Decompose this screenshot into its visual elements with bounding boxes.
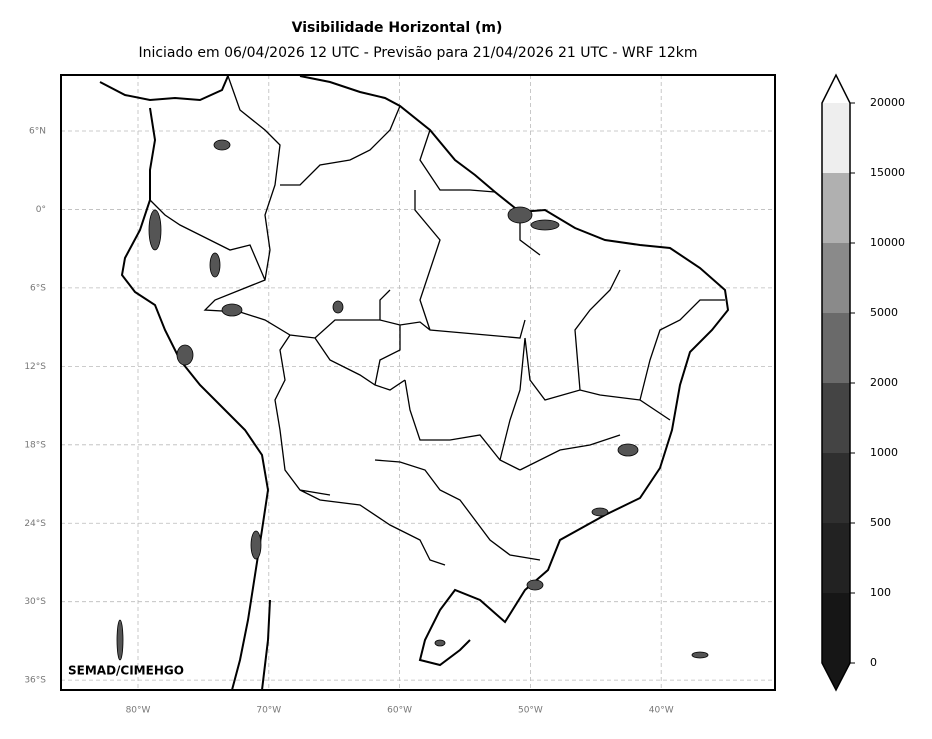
contour xyxy=(526,579,544,591)
contour xyxy=(691,651,709,659)
lat-label: 6°S xyxy=(30,283,46,293)
map-frame xyxy=(60,74,776,691)
subtitle: Iniciado em 06/04/2026 12 UTC - Previsão… xyxy=(138,45,697,61)
lat-label: 24°S xyxy=(24,519,46,529)
contour xyxy=(530,219,560,231)
lat-label: 12°S xyxy=(24,362,46,372)
colorbar-segment xyxy=(822,593,850,663)
credit: SEMAD/CIMEHGO xyxy=(68,664,184,678)
contour xyxy=(221,303,243,317)
title: Visibilidade Horizontal (m) xyxy=(292,20,503,36)
colorbar-label: 5000 xyxy=(870,306,898,319)
visibility-contours xyxy=(116,139,709,661)
colorbar-segment xyxy=(822,523,850,593)
contour xyxy=(507,206,533,224)
lat-label: 0° xyxy=(36,205,46,215)
colorbar-under xyxy=(822,663,850,690)
graticule: 80°W 70°W 60°W 50°W 40°W 6°N 0° 6°S 12°S 18°S 24°S… xyxy=(24,75,775,716)
lon-label: 70°W xyxy=(256,706,281,716)
lon-label: 40°W xyxy=(649,706,674,716)
lat-label: 6°N xyxy=(29,127,46,137)
colorbar-segment xyxy=(822,453,850,523)
lat-label: 30°S xyxy=(24,597,46,607)
contour xyxy=(617,443,639,457)
lon-label: 80°W xyxy=(126,706,151,716)
colorbar-label: 1000 xyxy=(870,446,898,459)
colorbar-segment xyxy=(822,383,850,453)
country-borders xyxy=(149,75,725,566)
colorbar-segment xyxy=(822,243,850,313)
contour xyxy=(176,344,194,366)
colorbar-label: 500 xyxy=(870,516,891,529)
colorbar-label: 0 xyxy=(870,656,877,669)
contour xyxy=(332,300,344,314)
lon-label: 60°W xyxy=(387,706,412,716)
contour xyxy=(250,530,262,560)
colorbar-segment xyxy=(822,173,850,243)
colorbar-over xyxy=(822,75,850,103)
contour xyxy=(116,619,124,661)
lat-label: 18°S xyxy=(24,440,46,450)
contour xyxy=(434,639,446,647)
colorbar-label: 2000 xyxy=(870,376,898,389)
colorbar-label: 100 xyxy=(870,586,891,599)
colorbar-label: 20000 xyxy=(870,96,905,109)
contour xyxy=(591,507,609,517)
colorbar-label: 15000 xyxy=(870,166,905,179)
colorbar-segment xyxy=(822,103,850,173)
contour xyxy=(209,252,221,278)
colorbar: 0 100 500 1000 2000 5000 10000 15000 20000 xyxy=(821,73,905,692)
lat-label: 36°S xyxy=(24,676,46,686)
contour xyxy=(148,209,162,251)
coastline xyxy=(99,75,730,691)
contour xyxy=(213,139,231,151)
map-outlines xyxy=(99,75,730,691)
colorbar-label: 10000 xyxy=(870,236,905,249)
colorbar-segment xyxy=(822,313,850,383)
lon-label: 50°W xyxy=(518,706,543,716)
